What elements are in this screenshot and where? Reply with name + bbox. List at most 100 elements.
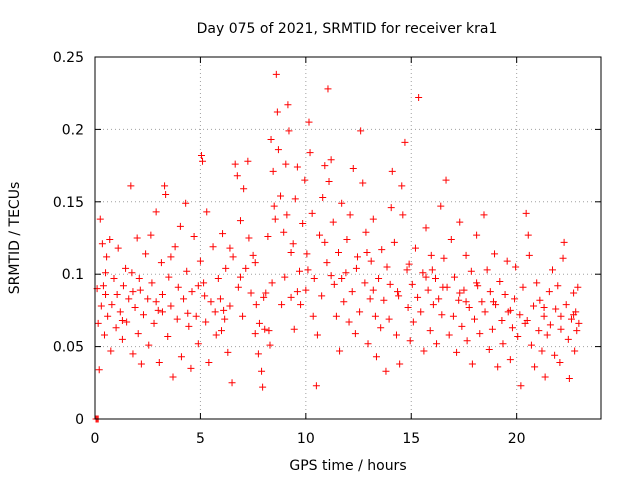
data-point	[437, 202, 445, 210]
data-point	[107, 347, 115, 355]
data-point	[158, 290, 166, 298]
data-point	[194, 282, 202, 290]
data-point	[468, 360, 476, 368]
data-point	[533, 279, 541, 287]
data-point	[142, 250, 150, 258]
data-point	[112, 324, 120, 332]
data-point	[462, 251, 470, 259]
data-point	[291, 195, 299, 203]
data-point	[406, 337, 414, 345]
data-point	[301, 176, 309, 184]
data-point	[287, 248, 295, 256]
data-point	[494, 363, 502, 371]
data-point	[122, 264, 130, 272]
data-point	[264, 233, 272, 241]
data-point	[491, 250, 499, 258]
data-point	[371, 312, 379, 320]
data-point	[242, 264, 250, 272]
axis-ticks: 0 5 10 15 20 0 0.05 0.1 0.15 0.2 0.25	[53, 50, 601, 447]
data-point	[182, 199, 190, 207]
data-point	[383, 263, 391, 271]
data-point	[184, 309, 192, 317]
data-point	[338, 275, 346, 283]
data-point	[559, 254, 567, 262]
data-point	[229, 253, 237, 261]
data-point	[155, 359, 163, 367]
data-point	[103, 253, 111, 261]
data-point	[313, 331, 321, 339]
data-point	[281, 273, 289, 281]
data-point	[280, 228, 288, 236]
data-point	[560, 238, 568, 246]
data-point	[303, 250, 311, 258]
data-point	[278, 301, 286, 309]
data-point	[362, 228, 370, 236]
data-point	[473, 279, 481, 287]
data-point	[540, 312, 548, 320]
data-point	[556, 359, 564, 367]
data-point	[415, 94, 423, 102]
data-point	[574, 283, 582, 291]
data-point	[129, 350, 137, 358]
data-point	[114, 244, 122, 252]
data-point	[261, 325, 269, 333]
data-point	[523, 317, 531, 325]
data-point	[395, 292, 403, 300]
y-tick-label: 0.05	[53, 340, 84, 356]
data-point	[144, 295, 152, 303]
data-point	[218, 327, 225, 335]
data-point	[335, 248, 343, 256]
data-point	[139, 311, 147, 319]
data-point	[304, 266, 312, 274]
data-point	[224, 348, 232, 356]
data-point	[369, 286, 377, 294]
data-point	[417, 308, 425, 316]
data-point	[387, 204, 395, 212]
data-point	[377, 324, 385, 332]
data-point	[190, 233, 198, 241]
data-point	[476, 330, 484, 338]
data-point	[226, 244, 234, 252]
data-point	[390, 238, 398, 246]
data-point	[503, 257, 511, 265]
data-point	[562, 301, 570, 309]
data-point	[110, 275, 118, 283]
data-point	[447, 235, 455, 243]
data-point	[214, 275, 222, 283]
data-point	[164, 332, 172, 340]
data-point	[162, 191, 170, 199]
data-point	[483, 266, 491, 274]
data-point	[270, 202, 278, 210]
data-point	[128, 269, 136, 277]
data-point	[247, 289, 255, 297]
data-point	[196, 257, 204, 265]
data-point	[499, 340, 507, 348]
data-point	[207, 298, 215, 306]
data-point	[252, 301, 260, 309]
data-point	[557, 325, 565, 333]
data-point	[342, 269, 350, 277]
data-point	[171, 243, 179, 251]
data-point	[378, 246, 386, 254]
data-point	[135, 275, 143, 283]
data-point	[187, 364, 195, 372]
data-point	[367, 257, 375, 265]
data-point	[453, 348, 461, 356]
data-point	[557, 312, 565, 320]
data-point	[346, 211, 354, 219]
data-point	[251, 259, 259, 267]
data-point	[511, 295, 519, 303]
data-point	[458, 322, 466, 330]
data-point	[353, 253, 361, 261]
data-point	[201, 292, 209, 300]
data-point	[351, 330, 359, 338]
data-point	[236, 273, 244, 281]
data-point	[271, 215, 279, 223]
data-point	[442, 176, 450, 184]
data-point	[226, 302, 234, 310]
data-point	[496, 277, 504, 285]
data-point	[228, 379, 236, 387]
data-point	[359, 179, 367, 187]
data-point	[332, 312, 340, 320]
